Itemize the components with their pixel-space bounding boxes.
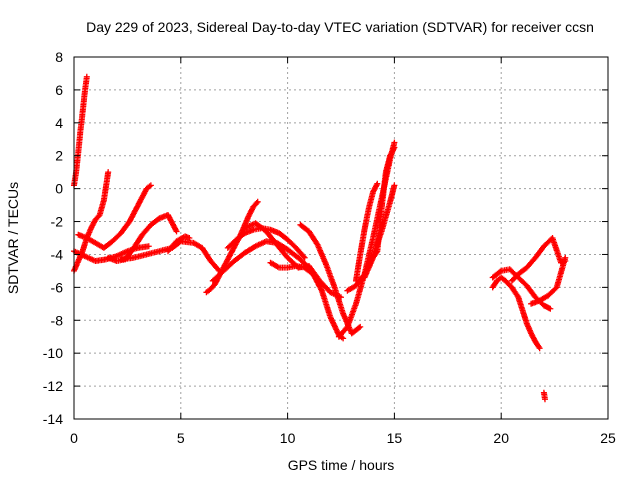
y-tick-label: 0: [55, 181, 63, 197]
plus-markers: [528, 254, 569, 307]
plus-markers: [267, 259, 347, 342]
y-tick-label: -2: [51, 214, 64, 230]
y-tick-labels: -14 -12 -10 -8 -6 -4 -2 0 2 4 6 8: [43, 49, 63, 427]
series-sat-k: [241, 220, 344, 301]
y-tick-label: 2: [55, 148, 63, 164]
plus-markers: [489, 274, 543, 352]
y-tick-label: 4: [55, 115, 63, 131]
plus-markers: [361, 144, 398, 281]
y-tick-label: -8: [51, 312, 64, 328]
series-sat-q: [361, 144, 398, 281]
x-tick-label: 20: [493, 430, 509, 446]
series-sat-r: [489, 274, 543, 352]
series-sat-d: [75, 182, 154, 251]
x-tick-label: 5: [177, 430, 185, 446]
series-sat-g: [165, 233, 193, 255]
series-sat-t: [508, 235, 569, 284]
y-tick-label: -14: [43, 411, 63, 427]
axis-ticks: [73, 56, 609, 420]
series-sat-p: [353, 180, 381, 284]
series-sat-e: [105, 212, 180, 264]
plus-markers: [165, 233, 193, 255]
y-axis-label: SDTVAR / TECUs: [5, 182, 21, 294]
x-tick-label: 15: [387, 430, 403, 446]
chart-title: Day 229 of 2023, Sidereal Day-to-day VTE…: [86, 19, 594, 35]
plot-frame: [73, 56, 609, 420]
series-sat-l: [267, 259, 347, 342]
y-tick-label: -6: [51, 279, 64, 295]
plus-markers: [353, 180, 381, 284]
plus-markers: [540, 389, 548, 403]
plus-markers: [508, 235, 569, 284]
x-tick-labels: 0 5 10 15 20 25: [70, 430, 616, 446]
x-tick-label: 25: [600, 430, 616, 446]
plus-markers: [75, 182, 154, 251]
x-axis-label: GPS time / hours: [288, 457, 395, 473]
y-tick-label: -4: [51, 246, 64, 262]
series-sat-u: [528, 254, 569, 307]
y-tick-label: -10: [43, 345, 63, 361]
series-sat-v: [540, 389, 548, 403]
y-tick-label: 8: [55, 49, 63, 65]
series-sat-m: [297, 221, 364, 337]
x-tick-label: 0: [70, 430, 78, 446]
plus-markers: [297, 221, 364, 337]
x-tick-label: 10: [280, 430, 296, 446]
y-tick-label: -12: [43, 378, 63, 394]
plus-markers: [105, 212, 180, 264]
y-tick-label: 6: [55, 82, 63, 98]
grid-layer: [74, 57, 608, 419]
plus-markers: [241, 220, 344, 301]
